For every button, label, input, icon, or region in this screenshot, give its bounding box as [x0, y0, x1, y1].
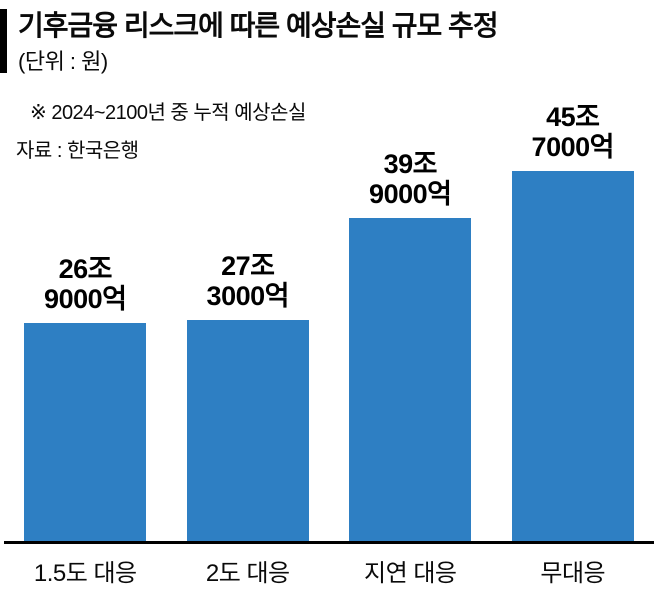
x-axis-label: 무대응: [540, 560, 606, 587]
note-text: ※ 2024~2100년 중 누적 예상손실: [30, 102, 306, 124]
plot-area: 26조 9000억 27조 3000억 39조 9000억 45조 7000억: [4, 85, 654, 544]
x-axis-label: 2도 대응: [205, 560, 290, 587]
bar-value-label: 27조 3000억: [206, 250, 290, 311]
bar-value-label: 26조 9000억: [44, 253, 127, 314]
bar: [186, 320, 309, 541]
bar-column: 39조 9000억: [329, 149, 492, 541]
title-accent-bar: [0, 9, 7, 73]
bar-column: 45조 7000억: [492, 102, 655, 541]
bar: [511, 171, 634, 541]
chart-title: 기후금융 리스크에 따른 예상손실 규모 추정: [18, 10, 499, 41]
x-axis-labels: 1.5도 대응 2도 대응 지연 대응 무대응: [4, 544, 654, 588]
bar-value-label: 39조 9000억: [369, 148, 452, 209]
x-axis-label: 지연 대응: [364, 560, 457, 587]
bar-chart: 26조 9000억 27조 3000억 39조 9000억 45조 7000억 1.5도 대응…: [4, 85, 654, 588]
source-text: 자료 : 한국은행: [16, 140, 139, 162]
bar: [349, 218, 472, 541]
bar: [24, 323, 147, 541]
x-axis-label: 1.5도 대응: [33, 560, 137, 587]
unit-label: (단위 : 원): [18, 49, 108, 74]
bar-value-label: 45조 7000억: [531, 101, 615, 162]
bar-column: 27조 3000억: [167, 251, 330, 541]
bar-column: 26조 9000억: [4, 254, 167, 541]
